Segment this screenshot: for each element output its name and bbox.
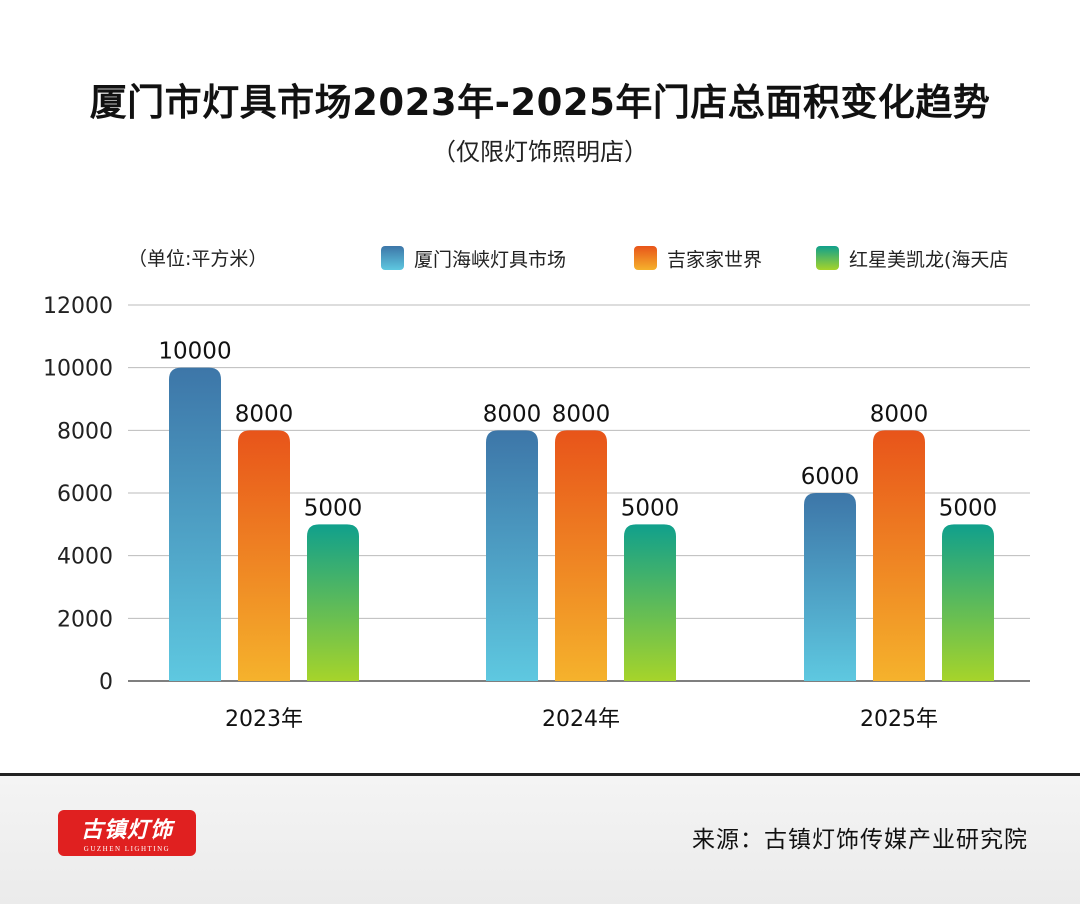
bar [873, 430, 925, 681]
bar [169, 367, 221, 681]
y-tick-label: 4000 [57, 545, 113, 570]
legend-swatch [634, 246, 657, 270]
logo-text: 古镇灯饰 [80, 817, 173, 843]
y-tick-label: 6000 [57, 482, 113, 507]
data-label: 5000 [621, 495, 680, 521]
bar [804, 493, 856, 681]
data-label: 10000 [158, 339, 231, 365]
data-label: 8000 [235, 401, 294, 427]
x-tick-label: 2025年 [860, 707, 938, 732]
x-tick-label: 2024年 [542, 707, 620, 732]
legend-label: 吉家家世界 [667, 249, 762, 271]
chart-subtitle: （仅限灯饰照明店） [432, 138, 648, 166]
bar [555, 430, 607, 681]
unit-label: （单位:平方米） [128, 248, 267, 270]
y-tick-label: 10000 [43, 357, 113, 382]
bar [942, 524, 994, 681]
legend-swatch [381, 246, 404, 270]
data-label: 8000 [870, 401, 929, 427]
bar [486, 430, 538, 681]
legend: 厦门海峡灯具市场 吉家家世界 红星美凯龙(海天店 [381, 246, 1008, 271]
logo-subtext: GUZHEN LIGHTING [83, 845, 171, 853]
chart-title: 厦门市灯具市场2023年-2025年门店总面积变化趋势 [89, 81, 991, 124]
data-label: 6000 [801, 464, 860, 490]
data-label: 8000 [483, 401, 542, 427]
legend-swatch [816, 246, 839, 270]
y-tick-label: 0 [99, 670, 113, 695]
bar [238, 430, 290, 681]
logo: 古镇灯饰 GUZHEN LIGHTING [58, 810, 196, 856]
y-tick-label: 8000 [57, 419, 113, 444]
y-tick-label: 12000 [43, 294, 113, 319]
data-label: 5000 [939, 495, 998, 521]
legend-label: 厦门海峡灯具市场 [414, 249, 566, 271]
source-text: 来源：古镇灯饰传媒产业研究院 [692, 827, 1028, 853]
bar [307, 524, 359, 681]
bar [624, 524, 676, 681]
data-label: 5000 [304, 495, 363, 521]
legend-label: 红星美凯龙(海天店 [849, 249, 1008, 271]
footer: 古镇灯饰 GUZHEN LIGHTING 来源：古镇灯饰传媒产业研究院 [0, 773, 1080, 904]
x-axis: 2023年 2024年 2025年 [225, 707, 938, 732]
y-tick-label: 2000 [57, 607, 113, 632]
data-label: 8000 [552, 401, 611, 427]
x-tick-label: 2023年 [225, 707, 303, 732]
bar-chart: （单位:平方米） 厦门海峡灯具市场 吉家家世界 红星美凯龙(海天店 0 2000 400… [43, 246, 1030, 732]
bars: 10000 8000 5000 8000 8000 5000 6000 8000 5000 [158, 339, 997, 681]
y-axis: 0 2000 4000 6000 8000 10000 12000 [43, 294, 113, 695]
